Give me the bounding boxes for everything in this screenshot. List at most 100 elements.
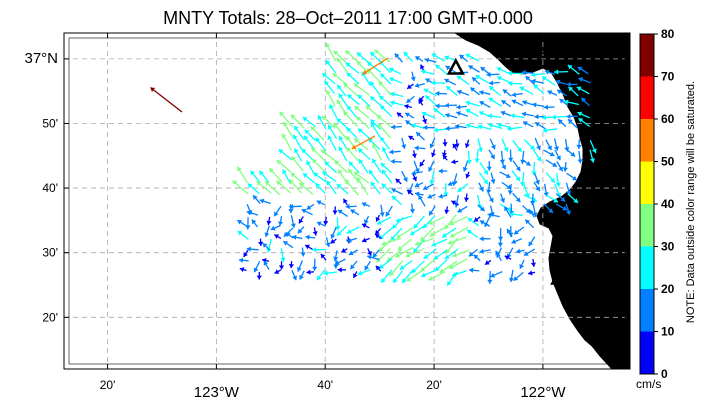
current-vector [381, 183, 393, 195]
current-vector [306, 269, 315, 275]
current-vector [431, 53, 446, 62]
current-vector [374, 228, 382, 235]
current-vector [392, 270, 404, 284]
current-vector [580, 97, 590, 107]
current-vector [344, 178, 359, 196]
axis-ticks [64, 33, 630, 369]
colorbar-tick-label: 40 [661, 197, 675, 211]
current-vector [523, 139, 536, 151]
scale-bar-line [568, 245, 605, 253]
current-vector [347, 93, 360, 106]
current-vector [321, 72, 336, 85]
current-vector [503, 206, 512, 218]
current-vector [338, 93, 348, 107]
current-vector [394, 247, 414, 258]
current-vector [488, 149, 496, 160]
current-vector [289, 204, 302, 210]
current-vector [468, 267, 480, 273]
current-vector [396, 226, 414, 239]
colorbar-tick-label: 50 [661, 155, 675, 169]
current-vector [364, 215, 370, 225]
current-vector [263, 260, 270, 271]
colorbar-segment [640, 246, 654, 289]
plot-area: 25 cm/s 10 km [64, 33, 630, 369]
current-vector [370, 122, 381, 138]
current-vector [288, 204, 294, 214]
current-vector [292, 134, 303, 150]
current-vector [280, 248, 286, 262]
current-vector [236, 219, 248, 227]
current-vector [459, 54, 469, 63]
current-vector [232, 179, 249, 195]
current-vector [521, 111, 534, 117]
current-vector [511, 238, 523, 244]
current-vector [435, 103, 446, 109]
current-vector [310, 146, 327, 163]
current-vector [298, 182, 314, 195]
current-vector [447, 236, 467, 245]
current-vector [316, 221, 326, 227]
current-vector [507, 70, 524, 76]
current-vector [449, 215, 468, 226]
current-vector [342, 198, 348, 206]
current-vector [479, 100, 491, 108]
current-vector [545, 159, 558, 168]
current-vector [380, 162, 392, 174]
current-vector [334, 160, 348, 174]
current-vector [555, 79, 567, 85]
current-vector [327, 124, 338, 140]
current-vector [411, 123, 425, 129]
current-vector [329, 104, 338, 119]
current-vector [323, 216, 329, 226]
current-vector [479, 162, 489, 175]
current-vector [438, 168, 448, 174]
current-vector [298, 216, 304, 224]
current-vector [357, 94, 371, 107]
current-vector [477, 124, 492, 130]
current-vector [423, 248, 437, 260]
current-vector [533, 83, 545, 95]
current-vector [361, 223, 370, 229]
current-vector [380, 73, 392, 85]
current-vector [456, 111, 469, 117]
colorbar-unit: cm/s [636, 377, 661, 391]
current-vector [434, 259, 448, 272]
colorbar-segment [640, 289, 654, 332]
current-vector [367, 254, 380, 261]
current-vector [466, 229, 479, 239]
plot-frame [63, 32, 631, 370]
current-vector [445, 85, 458, 97]
current-vector [278, 261, 285, 270]
colorbar-tick-label: 60 [661, 112, 675, 126]
current-vector [301, 148, 313, 161]
current-vectors [149, 42, 597, 286]
current-vector [408, 135, 415, 141]
current-vector [435, 90, 447, 97]
current-vector [290, 113, 305, 129]
current-vector [361, 237, 370, 243]
current-vector [478, 182, 484, 192]
current-vector [333, 250, 339, 262]
current-vector [367, 248, 372, 256]
current-vector [499, 171, 511, 179]
current-vector [511, 99, 524, 107]
current-vector [554, 149, 561, 161]
current-vector [262, 242, 271, 251]
current-vector [282, 121, 294, 139]
current-vector [434, 64, 448, 75]
lat-tick-label: 50' [42, 116, 58, 130]
current-vector [488, 193, 494, 203]
current-vector [501, 99, 512, 108]
current-vector [292, 234, 303, 240]
current-vector [419, 159, 425, 167]
current-vector [391, 195, 402, 206]
current-vector [395, 178, 402, 185]
current-vector [406, 269, 424, 282]
current-vector [448, 258, 468, 270]
current-vector [394, 52, 403, 63]
current-vector [380, 269, 393, 284]
current-vector [469, 87, 480, 96]
current-vector [543, 203, 554, 214]
current-vector [149, 86, 183, 113]
current-vector [325, 59, 337, 74]
